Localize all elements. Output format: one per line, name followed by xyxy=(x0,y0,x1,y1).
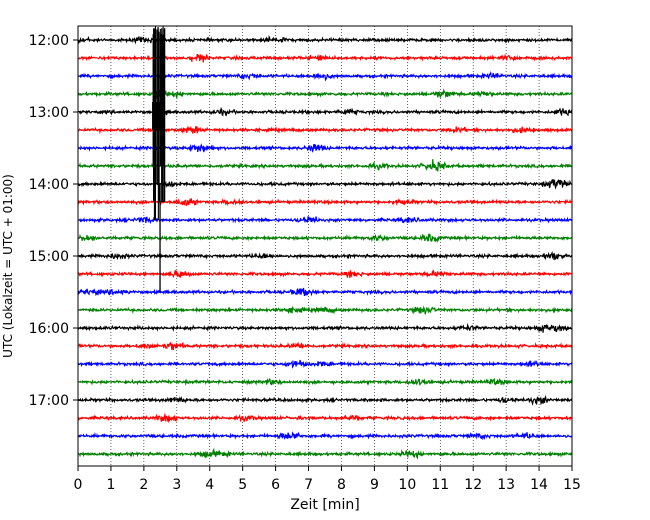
seismogram-trace xyxy=(77,412,573,423)
plot-frame xyxy=(77,25,573,467)
event-saturated-block xyxy=(152,102,163,130)
seismogram-trace xyxy=(77,216,573,225)
seismogram-trace xyxy=(77,305,573,315)
vertical-grid xyxy=(110,26,540,466)
seismogram-trace xyxy=(77,159,573,172)
x-axis-label: Zeit [min] xyxy=(290,497,359,513)
x-tick-label: 14 xyxy=(530,477,548,493)
y-tick-label: 15:00 xyxy=(29,249,69,265)
y-tick-label: 17:00 xyxy=(29,393,69,409)
y-axis: 12:00 13:00 14:00 15:00 16:00 17:00 xyxy=(29,33,78,409)
x-tick-label: 15 xyxy=(563,477,581,493)
seismogram-trace xyxy=(77,34,573,45)
seismogram-trace xyxy=(77,268,573,279)
y-tick-label: 16:00 xyxy=(29,321,69,337)
y-tick-label: 14:00 xyxy=(29,177,69,193)
x-tick-label: 1 xyxy=(106,477,115,493)
seismogram-trace xyxy=(77,197,573,207)
x-tick-label: 12 xyxy=(464,477,482,493)
seismogram-trace xyxy=(77,250,573,261)
seismogram-trace xyxy=(77,178,573,190)
x-tick-label: 2 xyxy=(139,477,148,493)
seismogram-trace xyxy=(77,143,573,153)
seismogram-trace xyxy=(77,359,573,369)
seismogram-trace xyxy=(77,233,573,244)
seismogram-trace xyxy=(77,377,573,387)
y-axis-label: UTC (Lokalzeit = UTC + 01:00) xyxy=(1,174,15,358)
x-tick-label: 8 xyxy=(337,477,346,493)
seismogram-trace xyxy=(77,53,573,63)
x-tick-label: 7 xyxy=(304,477,313,493)
seismogram-trace xyxy=(77,70,573,82)
seismogram-trace xyxy=(77,287,573,297)
x-tick-label: 3 xyxy=(172,477,181,493)
seismogram-trace xyxy=(77,341,573,351)
seismogram-trace xyxy=(77,322,573,333)
y-tick-label: 13:00 xyxy=(29,105,69,121)
x-axis: 0 1 2 3 4 5 6 7 8 9 10 11 12 13 14 15 xyxy=(74,466,581,493)
trace-layer xyxy=(77,26,573,460)
seismogram-trace xyxy=(77,431,573,441)
y-tick-label: 12:00 xyxy=(29,33,69,49)
seismogram-trace xyxy=(77,394,573,406)
x-tick-label: 6 xyxy=(271,477,280,493)
x-tick-label: 5 xyxy=(238,477,247,493)
x-tick-label: 10 xyxy=(398,477,416,493)
x-tick-label: 0 xyxy=(74,477,83,493)
seismogram-trace xyxy=(77,447,573,460)
x-tick-label: 13 xyxy=(497,477,515,493)
x-tick-label: 4 xyxy=(205,477,214,493)
seismogram-trace xyxy=(77,86,573,99)
x-tick-label: 9 xyxy=(370,477,379,493)
x-tick-label: 11 xyxy=(431,477,449,493)
